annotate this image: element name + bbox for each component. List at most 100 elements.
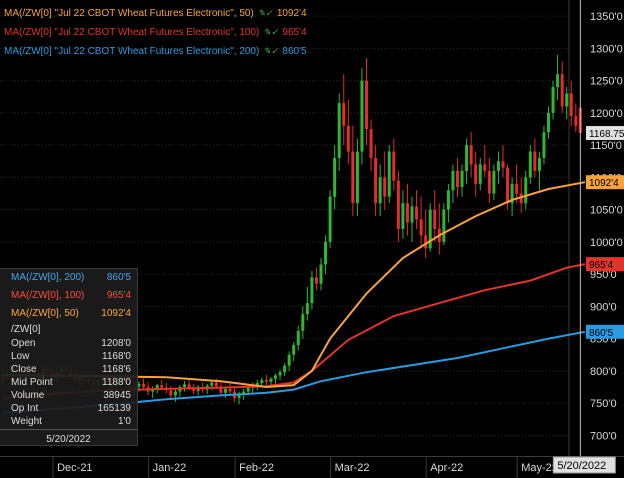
grid-lines [0, 0, 624, 457]
legend-ma100-value: 965'4 [282, 27, 307, 38]
candle-body [183, 384, 186, 387]
data-window[interactable]: MA(/ZW[0], 200) 860'5 MA(/ZW[0], 100) 96… [0, 268, 138, 446]
candle-body [524, 177, 528, 204]
candle-body [223, 388, 227, 393]
edit-study-icon[interactable]: ✎✓ [263, 46, 279, 56]
dw-field-value: 1208'0 [101, 338, 131, 349]
legend-ma200[interactable]: MA(/ZW[0] "Jul 22 CBOT Wheat Futures Ele… [4, 42, 307, 61]
candle-body [374, 158, 378, 204]
dw-ma50-value: 1092'4 [101, 308, 131, 319]
dw-ma200-row: MA(/ZW[0], 200) 860'5 [0, 269, 137, 287]
candle-body [556, 74, 560, 88]
study-legend: MA(/ZW[0] "Jul 22 CBOT Wheat Futures Ele… [4, 4, 307, 61]
candle-body [396, 180, 400, 229]
candle-body [305, 303, 309, 315]
ma50-line [2, 181, 586, 389]
candle [547, 106, 550, 139]
candle-body [142, 383, 146, 387]
legend-ma200-label: MA(/ZW[0] "Jul 22 CBOT Wheat Futures Ele… [4, 46, 260, 57]
candle-body [551, 87, 555, 113]
candle-body [310, 277, 314, 304]
candle-body [346, 125, 350, 152]
ma-value-tag-bg [586, 324, 624, 339]
candle-body [415, 206, 419, 220]
candle-body [565, 93, 569, 107]
candle [355, 138, 359, 217]
candle-body [187, 384, 191, 389]
candle [314, 267, 318, 291]
candle-body [319, 264, 323, 284]
candle [556, 54, 560, 100]
time-axis[interactable]: Dec-21 Jan-22 Feb-22 Mar-22 Apr-22 May-22 5/20… [52, 456, 616, 478]
candle-body [214, 382, 218, 387]
ma-value-tag: 1092'4 [589, 178, 619, 189]
candle [537, 151, 541, 191]
candle-body [506, 167, 510, 204]
edit-study-icon[interactable]: ✎✓ [263, 27, 279, 37]
y-tick-label: 1000'0 [590, 237, 623, 249]
candle-body [274, 375, 277, 379]
y-tick-label: 1200'0 [590, 108, 623, 120]
candle [428, 203, 432, 252]
candle-body [242, 391, 246, 395]
x-tick-label: Mar-22 [335, 462, 370, 474]
candle-body [528, 151, 532, 178]
candle-body [351, 151, 355, 204]
candle [396, 170, 400, 242]
candle-body [173, 391, 177, 396]
candle [487, 158, 491, 204]
legend-ma100[interactable]: MA(/ZW[0] "Jul 22 CBOT Wheat Futures Ele… [4, 23, 307, 42]
candle-body [510, 183, 514, 204]
legend-ma50[interactable]: MA(/ZW[0] "Jul 22 CBOT Wheat Futures Ele… [4, 4, 307, 23]
candle [196, 385, 200, 396]
x-tick-label: May-22 [521, 462, 558, 474]
candle-body [192, 388, 196, 391]
candle [524, 170, 528, 210]
candle [528, 145, 532, 184]
candle-body [287, 354, 291, 366]
candle-body [456, 170, 459, 188]
candle [442, 203, 446, 246]
candle [183, 381, 186, 392]
y-tick-label: 1050'0 [590, 205, 623, 217]
y-tick-label: 700'0 [590, 430, 617, 442]
candle-body [501, 161, 505, 168]
candle [492, 164, 496, 200]
candle-body [260, 379, 264, 384]
candle [333, 145, 337, 210]
ma-value-tag-bg [586, 257, 624, 272]
candle [365, 58, 368, 146]
candle [401, 190, 405, 239]
y-tick-label: 1350'0 [590, 11, 623, 23]
candle [228, 383, 232, 395]
candle-body [428, 209, 432, 249]
candle [369, 119, 373, 171]
y-tick-label: 750'0 [590, 398, 617, 410]
candle [574, 103, 578, 133]
candle-body [228, 388, 232, 392]
candle-body [547, 112, 550, 133]
candle-body [360, 80, 364, 152]
candle-body [269, 378, 273, 382]
candle [310, 270, 314, 310]
ma-value-tag-bg [586, 175, 624, 190]
candle [392, 138, 396, 191]
dw-divider [0, 429, 137, 430]
dw-ma50-label: MA(/ZW[0], 50) [11, 308, 79, 319]
candle-body [410, 206, 414, 223]
legend-ma200-value: 860'5 [282, 46, 307, 57]
dw-ma100-value: 965'4 [106, 290, 131, 301]
candle [456, 158, 459, 197]
ma-value-tag: 860'5 [589, 328, 614, 339]
dw-ma200-label: MA(/ZW[0], 200) [11, 272, 85, 283]
dw-field-opint: Op Int 165139 [0, 402, 137, 415]
edit-study-icon[interactable]: ✎✓ [257, 8, 273, 18]
candle [419, 196, 423, 249]
dw-field-label: Open [11, 338, 36, 349]
x-tick-label: Apr-22 [430, 462, 463, 474]
candle-body [387, 151, 391, 197]
candle [305, 287, 309, 321]
dw-field-label: Volume [11, 390, 45, 401]
candle [515, 164, 519, 204]
price-axis[interactable]: 1350'01300'01250'01200'01150'01100'01050… [586, 11, 624, 442]
